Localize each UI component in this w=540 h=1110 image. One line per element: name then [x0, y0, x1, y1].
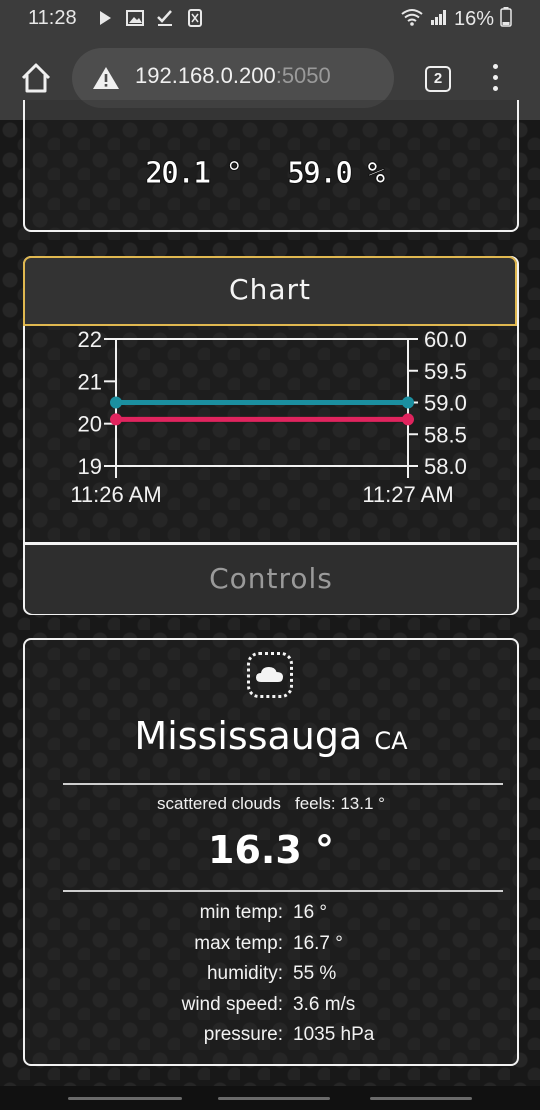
stat-value: 55 % [293, 963, 337, 984]
stat-label: min temp: [199, 902, 283, 923]
right-tick-label: 59.5 [424, 359, 467, 384]
current-temperature: 16.3 ° [208, 828, 334, 872]
humidity-reading: 59.0 % [286, 156, 385, 192]
chart-area: 22 21 20 19 60.0 59.5 59.0 58.5 58.0 11:26 AM 11:2… [25, 326, 517, 542]
cloud-icon [247, 652, 293, 698]
stat-value: 1035 hPa [293, 1024, 375, 1045]
app-notification-icon [186, 9, 204, 27]
battery-icon [500, 7, 512, 31]
image-icon [126, 9, 144, 27]
left-tick-label: 22 [78, 327, 102, 352]
home-button[interactable] [18, 60, 54, 96]
right-tick-label: 59.0 [424, 391, 467, 416]
data-point [402, 413, 414, 426]
x-tick-label: 11:26 AM [70, 482, 161, 507]
url-port: :5050 [275, 63, 331, 88]
stat-row: humidity: 55 % [25, 963, 517, 994]
weather-stats: min temp: 16 ° max temp: 16.7 ° humidity: 5… [25, 902, 517, 1055]
right-tick-label: 58.5 [424, 422, 467, 447]
stat-label: max temp: [194, 932, 283, 954]
divider [63, 783, 503, 785]
stat-label: wind speed: [181, 993, 283, 1015]
weather-description: scattered clouds feels: 13.1 ° [25, 794, 517, 814]
right-tick-label: 60.0 [424, 327, 467, 352]
data-point [402, 396, 414, 409]
country-code: CA [374, 727, 408, 755]
home-icon [21, 63, 51, 93]
nav-home[interactable] [218, 1097, 330, 1100]
left-tick-label: 20 [78, 412, 102, 437]
status-time: 11:28 [28, 7, 77, 29]
stat-row: wind speed: 3.6 m/s [25, 994, 517, 1025]
url-host: 192.168.0.200 [135, 63, 276, 88]
weather-panel: Mississauga CA scattered clouds feels: 1… [23, 638, 519, 1066]
wifi-icon [400, 8, 424, 30]
notification-icons [96, 9, 204, 27]
stat-row: max temp: 16.7 ° [25, 933, 517, 964]
condition-text: scattered clouds [157, 794, 281, 813]
stat-row: min temp: 16 ° [25, 902, 517, 933]
nav-back[interactable] [370, 1097, 472, 1100]
stat-label: pressure: [203, 1024, 283, 1045]
stat-value: 16.7 ° [293, 932, 343, 954]
left-tick-label: 19 [78, 454, 102, 479]
divider [63, 890, 503, 892]
nav-recents[interactable] [68, 1097, 182, 1100]
feels-like-text: feels: 13.1 ° [295, 794, 385, 813]
system-icons: 16% [400, 7, 512, 31]
stat-label: humidity: [206, 963, 283, 984]
city-name: Mississauga CA [25, 714, 517, 758]
city-label: Mississauga [134, 714, 363, 758]
chart-tab[interactable]: Chart [23, 256, 517, 326]
left-tick-label: 21 [78, 369, 102, 394]
line-chart: 22 21 20 19 60.0 59.5 59.0 58.5 58.0 11:26 AM 11:2… [70, 327, 467, 507]
data-point [110, 413, 122, 426]
sensor-readings-panel: 20.1 ° 59.0 % [23, 100, 519, 232]
system-nav-bar [0, 1086, 540, 1110]
stat-value: 3.6 m/s [293, 993, 356, 1015]
controls-tab[interactable]: Controls [25, 542, 517, 614]
stat-value: 16 ° [293, 902, 328, 923]
stat-row: pressure: 1035 hPa [25, 1024, 517, 1055]
overflow-menu-button[interactable] [490, 64, 500, 94]
play-icon [96, 9, 114, 27]
right-tick-label: 58.0 [424, 454, 467, 479]
chart-panel: Chart 22 21 20 19 60.0 59.5 59.0 58.5 58.0 11:26 … [23, 256, 519, 615]
data-point [110, 396, 122, 409]
signal-icon [430, 8, 448, 30]
tab-switcher-button[interactable]: 2 [425, 66, 451, 92]
check-icon [156, 9, 174, 27]
battery-percent: 16% [453, 7, 494, 30]
temperature-reading: 20.1 ° [144, 156, 243, 192]
warning-icon[interactable] [92, 66, 120, 94]
browser-toolbar: 192.168.0.200:5050 2 [0, 38, 540, 120]
address-bar[interactable]: 192.168.0.200:5050 [72, 48, 394, 108]
x-tick-label: 11:27 AM [362, 482, 453, 507]
status-bar: 11:28 16% [0, 0, 540, 38]
url-text[interactable]: 192.168.0.200:5050 [135, 63, 331, 89]
